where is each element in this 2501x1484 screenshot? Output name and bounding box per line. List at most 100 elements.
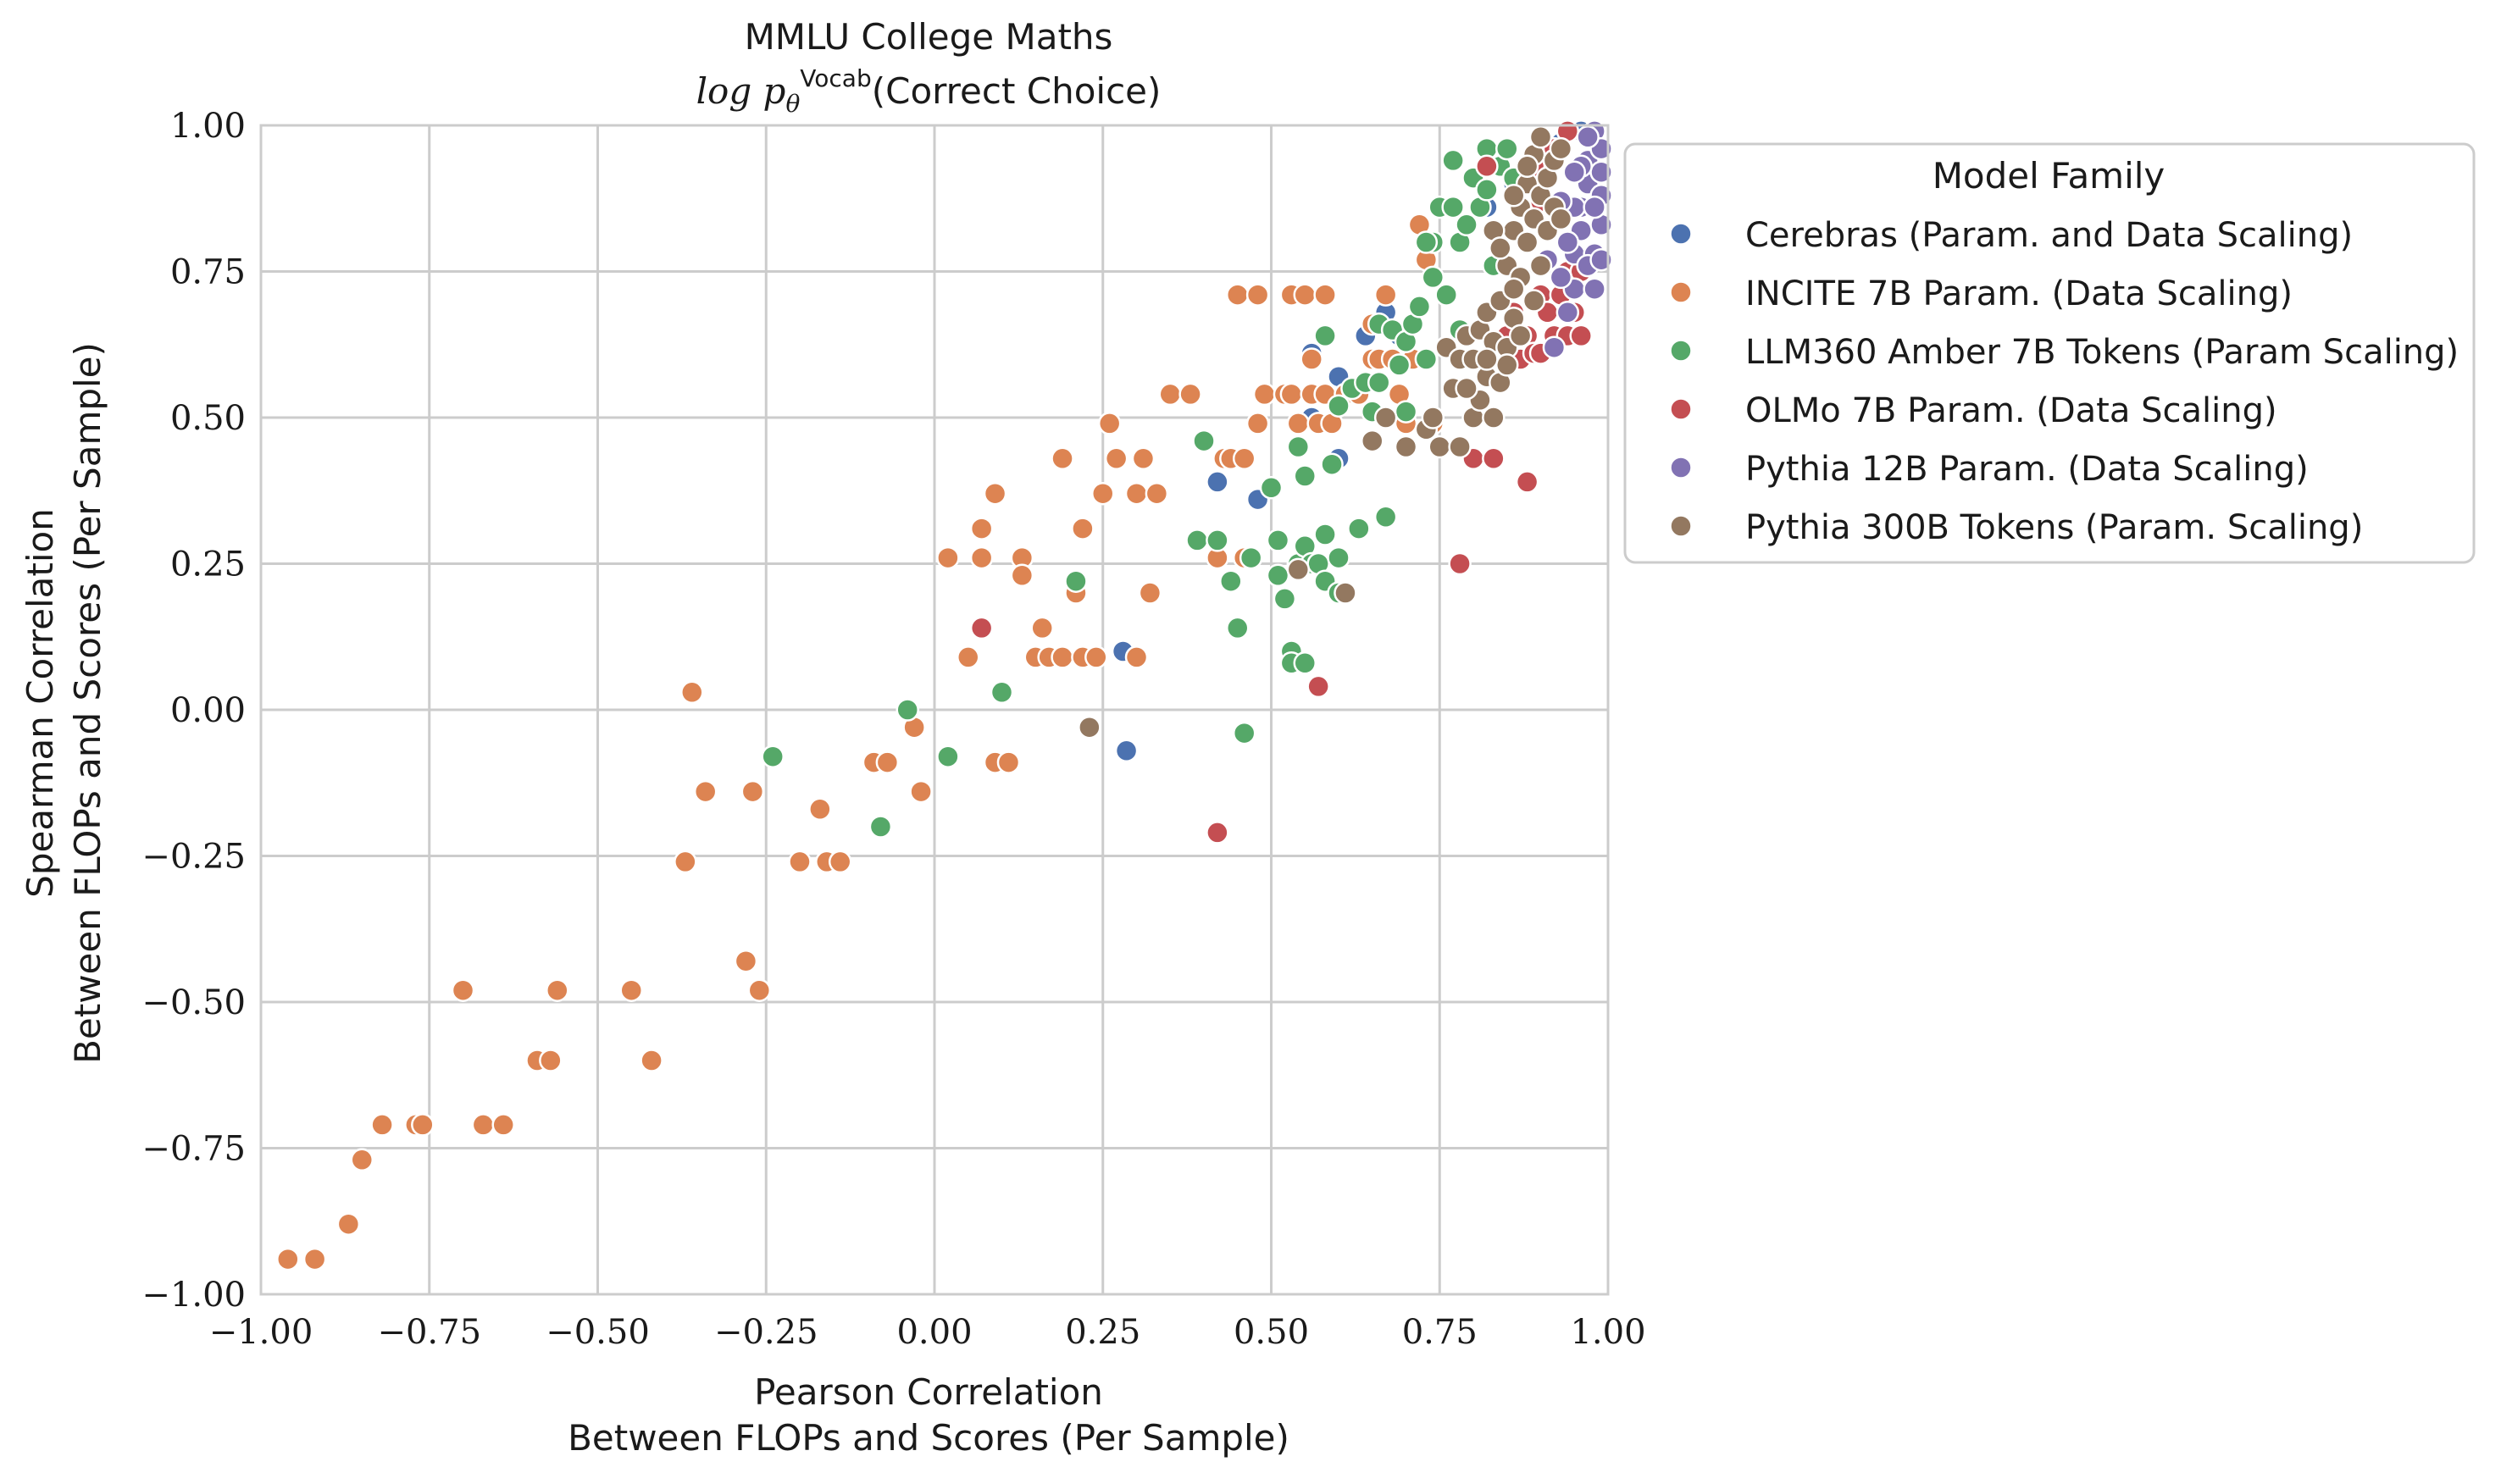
data-point — [1455, 213, 1478, 237]
data-point — [1475, 347, 1499, 371]
data-point — [1206, 470, 1229, 494]
data-point — [1064, 569, 1088, 593]
data-point — [1421, 265, 1445, 290]
data-point — [1078, 715, 1101, 739]
data-point — [1232, 721, 1256, 745]
data-point — [1528, 253, 1553, 278]
data-point — [957, 645, 980, 669]
series-3-points — [761, 136, 1526, 839]
data-point — [1293, 464, 1317, 488]
x-tick-label: 0.75 — [1402, 1313, 1478, 1352]
x-tick-label: 1.00 — [1570, 1313, 1645, 1352]
chart-subtitle: log pθVocab(Correct Choice) — [696, 64, 1162, 118]
data-point — [1158, 382, 1182, 407]
data-point — [1286, 557, 1311, 582]
data-point — [1286, 412, 1311, 435]
data-point — [1501, 184, 1526, 208]
data-point — [674, 850, 697, 874]
data-point — [1489, 236, 1512, 260]
data-point — [1367, 370, 1391, 395]
y-tick-labels: −1.00 −0.75 −0.50 −0.25 0.00 0.25 0.50 0.75 1.00 — [141, 107, 246, 1315]
data-point — [1549, 136, 1573, 161]
data-point — [1448, 551, 1472, 576]
data-point — [302, 1247, 327, 1271]
legend: Model Family Cerebras (Param. and Data S… — [1623, 142, 2476, 564]
x-tick-label: −0.25 — [714, 1313, 818, 1352]
subtitle-prefix: log p — [696, 70, 786, 112]
data-point — [276, 1247, 300, 1271]
data-point — [1138, 581, 1162, 605]
data-point — [1583, 195, 1606, 219]
data-point — [1124, 645, 1149, 669]
data-point — [1441, 148, 1465, 173]
data-point — [1542, 335, 1567, 359]
data-point — [491, 1113, 515, 1137]
legend-label: Pythia 12B Param. (Data Scaling) — [1745, 450, 2309, 489]
legend-title: Model Family — [1933, 155, 2166, 197]
y-tick-label: 0.25 — [170, 545, 246, 584]
y-tick-label: 1.00 — [170, 107, 246, 146]
data-point — [1334, 581, 1357, 605]
data-point — [788, 850, 812, 874]
data-point — [1219, 569, 1243, 593]
data-point — [370, 1113, 394, 1137]
data-point — [471, 1113, 496, 1137]
data-point — [1124, 481, 1149, 506]
data-point — [1273, 587, 1297, 611]
data-point — [1556, 301, 1580, 324]
y-tick-label: 0.75 — [170, 253, 246, 292]
data-point — [1373, 505, 1398, 529]
data-point — [1232, 446, 1256, 471]
data-point — [539, 1049, 563, 1072]
data-point — [1441, 195, 1465, 219]
data-point — [875, 750, 900, 774]
data-point — [1206, 529, 1229, 552]
y-tick-label: 0.00 — [170, 691, 246, 730]
x-tick-label: 0.25 — [1065, 1313, 1140, 1352]
data-point — [1482, 406, 1506, 429]
data-point — [1387, 353, 1411, 377]
data-point — [969, 616, 994, 640]
legend-label: LLM360 Amber 7B Tokens (Param Scaling) — [1745, 333, 2459, 372]
data-point — [1583, 277, 1606, 301]
data-point — [1192, 429, 1216, 453]
data-point — [1562, 160, 1586, 184]
data-point — [1252, 382, 1277, 407]
data-point — [350, 1148, 374, 1172]
subtitle-suffix: (Correct Choice) — [872, 70, 1162, 112]
data-point — [868, 815, 893, 839]
data-point — [1313, 324, 1337, 348]
data-point — [1010, 563, 1034, 588]
legend-entry: LLM360 Amber 7B Tokens (Param Scaling) — [1669, 333, 2459, 372]
legend-marker — [1669, 339, 1693, 363]
data-point — [1448, 435, 1472, 459]
legend-marker — [1669, 456, 1693, 479]
data-point — [1556, 230, 1580, 254]
data-point — [1522, 289, 1546, 313]
data-point — [1313, 523, 1337, 546]
legend-marker — [1669, 514, 1693, 538]
data-point — [1455, 376, 1478, 401]
data-point — [734, 949, 758, 973]
data-point — [1569, 324, 1593, 348]
data-point — [1206, 821, 1229, 844]
legend-marker — [1669, 397, 1693, 421]
data-point — [1482, 446, 1506, 471]
data-point — [983, 481, 1007, 506]
data-point — [619, 978, 643, 1002]
data-point — [1084, 645, 1108, 669]
data-point — [1226, 616, 1250, 640]
data-point — [1245, 412, 1270, 435]
data-point — [1051, 645, 1074, 669]
data-point — [451, 978, 475, 1002]
data-point — [1245, 283, 1270, 307]
data-point — [1373, 283, 1398, 307]
data-point — [1394, 400, 1418, 424]
data-point — [1495, 353, 1519, 377]
data-point — [411, 1113, 435, 1137]
data-point — [1259, 476, 1284, 500]
data-point — [936, 745, 960, 768]
data-point — [1373, 406, 1398, 429]
data-point — [1549, 207, 1573, 231]
